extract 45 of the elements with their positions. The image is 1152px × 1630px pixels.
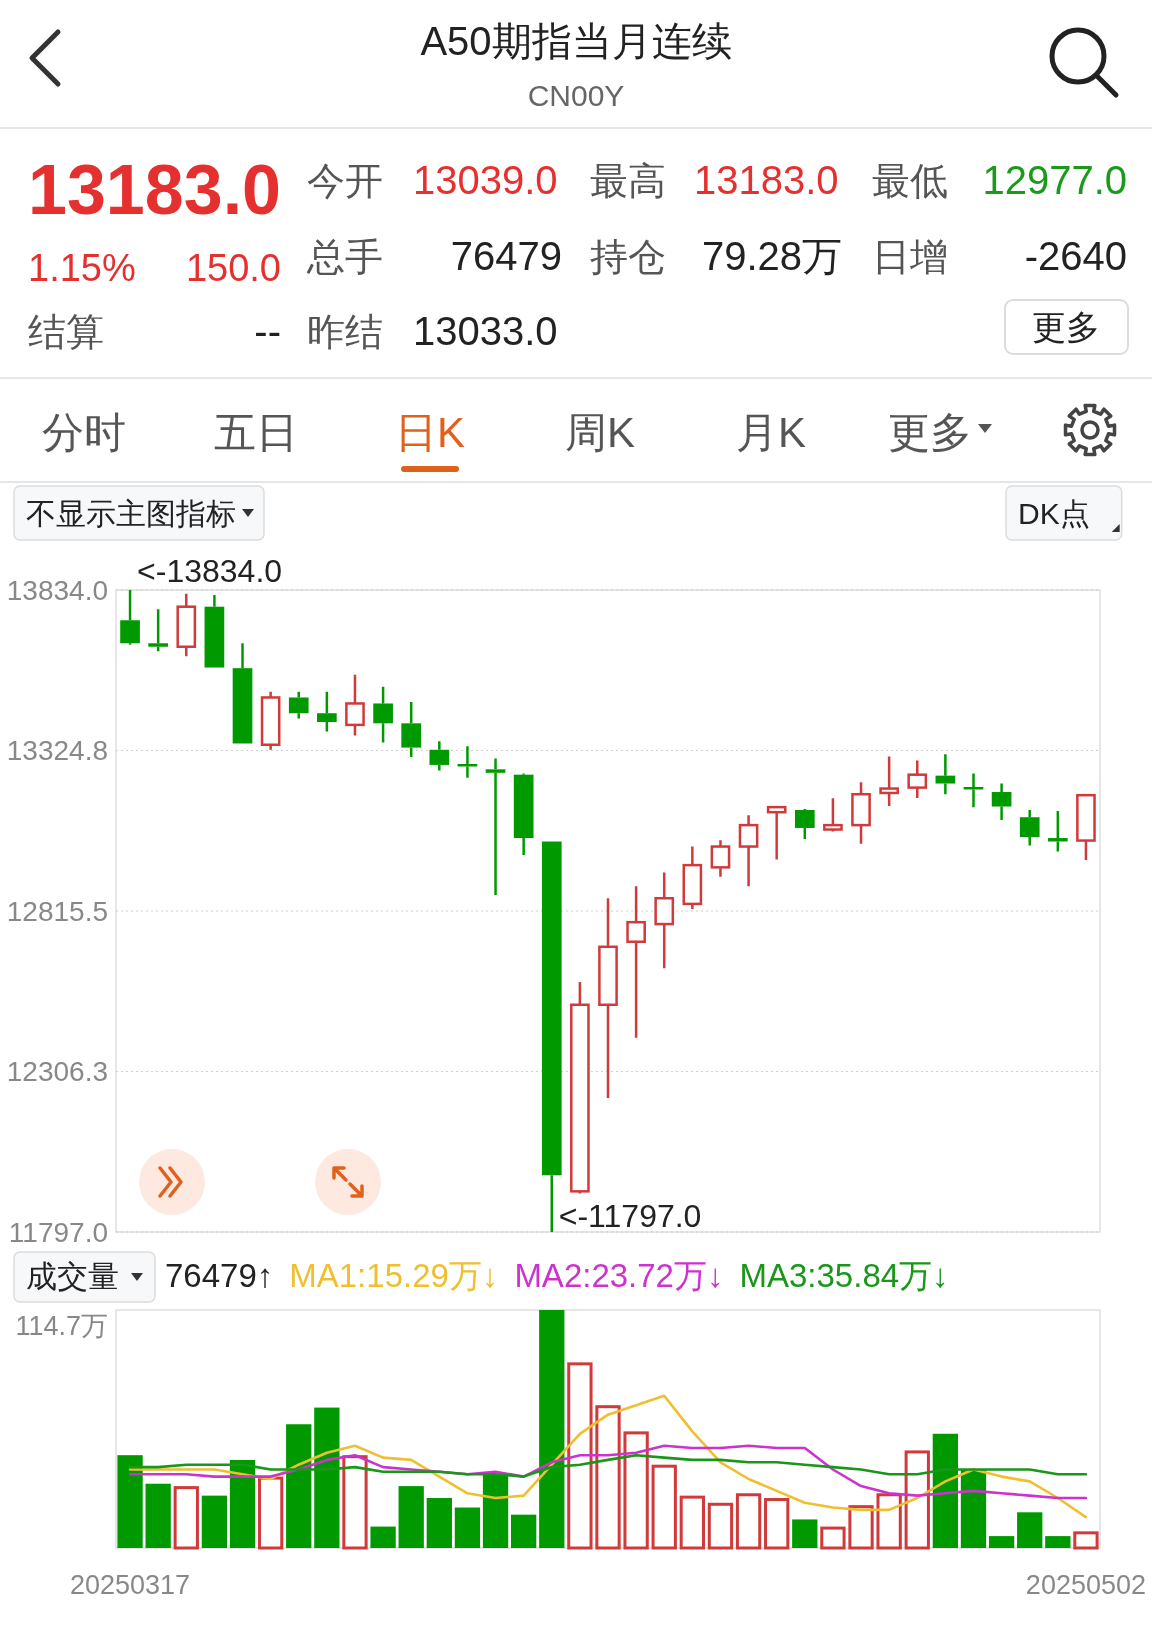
text: 150.0 [185,247,281,289]
y-tick-label: 13324.8 [6,735,108,766]
y-tick-label: 11797.0 [8,1216,108,1248]
tab-label: 五日 [214,409,298,456]
legend-item: MA1:15.29万↓ [289,1257,499,1294]
text: 日增 [872,236,948,278]
tab-label: 月K [736,409,806,456]
text: 1.15% [28,247,136,289]
title: A50期指当月连续 [420,19,732,63]
text: 今开 [307,160,383,202]
text: 13183.0 [28,151,282,229]
text: -- [254,309,281,353]
text: 76479 [450,234,562,278]
text: 79.28万 [701,234,842,278]
annotation: <-13834.0 [137,553,283,589]
subtitle: CN00Y [527,79,625,112]
text: 持仓 [590,236,666,278]
x-tick-label: 20250317 [70,1570,191,1600]
y-tick-label: 12815.5 [6,895,108,927]
text: 13039.0 [413,158,558,202]
annotation: <-11797.0 [558,1198,702,1234]
tab-label: 日K [395,409,465,456]
x-tick-label: 20250502 [1025,1570,1146,1600]
button-label: DK点 [1018,497,1090,530]
legend-item: MA2:23.72万↓ [514,1257,724,1294]
text: 13183.0 [694,158,839,202]
button-label: 更多 [1032,308,1100,346]
y-tick-label: 12306.3 [6,1056,108,1087]
text: 最低 [872,160,948,202]
text: 最高 [590,160,666,202]
dropdown-label: 不显示主图指标 [26,497,236,530]
y-tick-label: 13834.0 [6,574,108,606]
annotation: 114.7万 [15,1311,108,1341]
text: 结算 [28,311,104,353]
text: -2640 [1024,234,1127,278]
text: 总手 [307,236,383,278]
tab-label: 分时 [42,409,126,456]
text: 13033.0 [413,309,558,353]
text: 昨结 [307,311,383,353]
legend-item: MA3:35.84万↓ [739,1257,949,1294]
tab-label: 更多 [888,409,972,456]
text: 12977.0 [982,158,1127,202]
tab-label: 周K [565,409,635,456]
title: 成交量 [26,1259,119,1294]
annotation: 76479↑ [165,1257,274,1294]
